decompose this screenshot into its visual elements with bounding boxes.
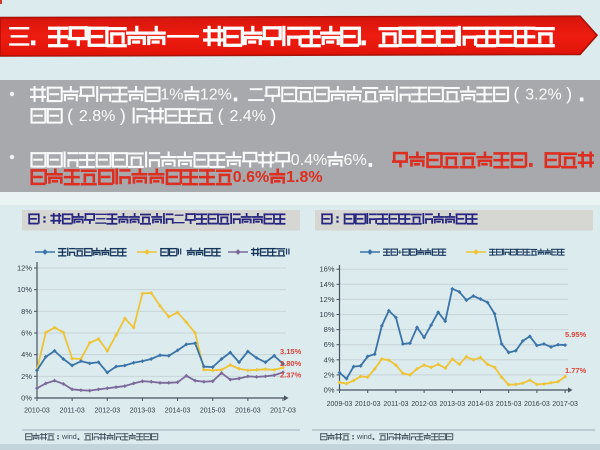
- svg-text:2010-03: 2010-03: [355, 401, 381, 408]
- svg-text:3.15%: 3.15%: [280, 347, 302, 356]
- svg-text:2017-03: 2017-03: [552, 401, 578, 408]
- svg-text:): ): [566, 84, 572, 104]
- svg-text:0%: 0%: [21, 394, 32, 403]
- svg-text:0%: 0%: [324, 386, 335, 395]
- svg-text:wind: wind: [356, 432, 372, 441]
- svg-text:10%: 10%: [17, 285, 32, 294]
- svg-text:2014-03: 2014-03: [165, 408, 191, 415]
- svg-text:12%: 12%: [17, 264, 32, 273]
- svg-text:2%: 2%: [324, 370, 335, 379]
- svg-text:3.2%: 3.2%: [525, 86, 561, 103]
- svg-text:14%: 14%: [319, 280, 334, 289]
- svg-text:II: II: [285, 247, 290, 257]
- svg-text:6%: 6%: [21, 329, 32, 338]
- svg-text:2.80%: 2.80%: [280, 359, 302, 368]
- svg-text:2017-03: 2017-03: [270, 408, 296, 415]
- svg-text:2%: 2%: [21, 372, 32, 381]
- svg-text:6%: 6%: [324, 340, 335, 349]
- svg-text:2011-03: 2011-03: [383, 401, 408, 408]
- svg-text:8%: 8%: [21, 307, 32, 316]
- svg-text:(: (: [513, 84, 519, 104]
- svg-text:2014-03: 2014-03: [468, 401, 494, 408]
- svg-text:(: (: [67, 106, 73, 126]
- svg-text:II: II: [177, 247, 182, 257]
- svg-text:2016-03: 2016-03: [524, 401, 550, 408]
- svg-text:2016-03: 2016-03: [235, 408, 261, 415]
- svg-text:2010-03: 2010-03: [24, 408, 50, 415]
- svg-text:5.95%: 5.95%: [565, 330, 587, 339]
- svg-text:8%: 8%: [324, 325, 335, 334]
- svg-text:12%: 12%: [200, 86, 232, 103]
- svg-text:4%: 4%: [324, 355, 335, 364]
- svg-text:+: +: [398, 247, 402, 256]
- svg-text:2013-03: 2013-03: [439, 401, 465, 408]
- svg-text:1.8%: 1.8%: [286, 169, 322, 186]
- svg-text:0.6%: 0.6%: [233, 169, 269, 186]
- svg-text:6%: 6%: [344, 152, 367, 169]
- svg-text:2.4%: 2.4%: [229, 108, 265, 125]
- svg-text:1.77%: 1.77%: [565, 366, 587, 375]
- svg-text:16%: 16%: [319, 265, 334, 274]
- svg-text:): ): [120, 106, 126, 126]
- svg-text:2012-03: 2012-03: [411, 401, 437, 408]
- svg-text:2012-03: 2012-03: [94, 408, 120, 415]
- svg-text:2013-03: 2013-03: [130, 408, 156, 415]
- svg-text:4%: 4%: [21, 350, 32, 359]
- svg-text:wind: wind: [61, 432, 77, 441]
- svg-text:12%: 12%: [319, 295, 334, 304]
- svg-text:2.37%: 2.37%: [280, 371, 302, 380]
- svg-text:2.8%: 2.8%: [79, 108, 115, 125]
- svg-text:(: (: [218, 106, 224, 126]
- svg-text:10%: 10%: [319, 310, 334, 319]
- svg-text:2015-03: 2015-03: [496, 401, 522, 408]
- svg-text:): ): [270, 106, 276, 126]
- svg-text:0.4%: 0.4%: [291, 152, 327, 169]
- svg-text:2011-03: 2011-03: [60, 408, 85, 415]
- svg-text:1%: 1%: [160, 86, 183, 103]
- svg-text:2015-03: 2015-03: [200, 408, 226, 415]
- svg-text:2009-03: 2009-03: [327, 401, 353, 408]
